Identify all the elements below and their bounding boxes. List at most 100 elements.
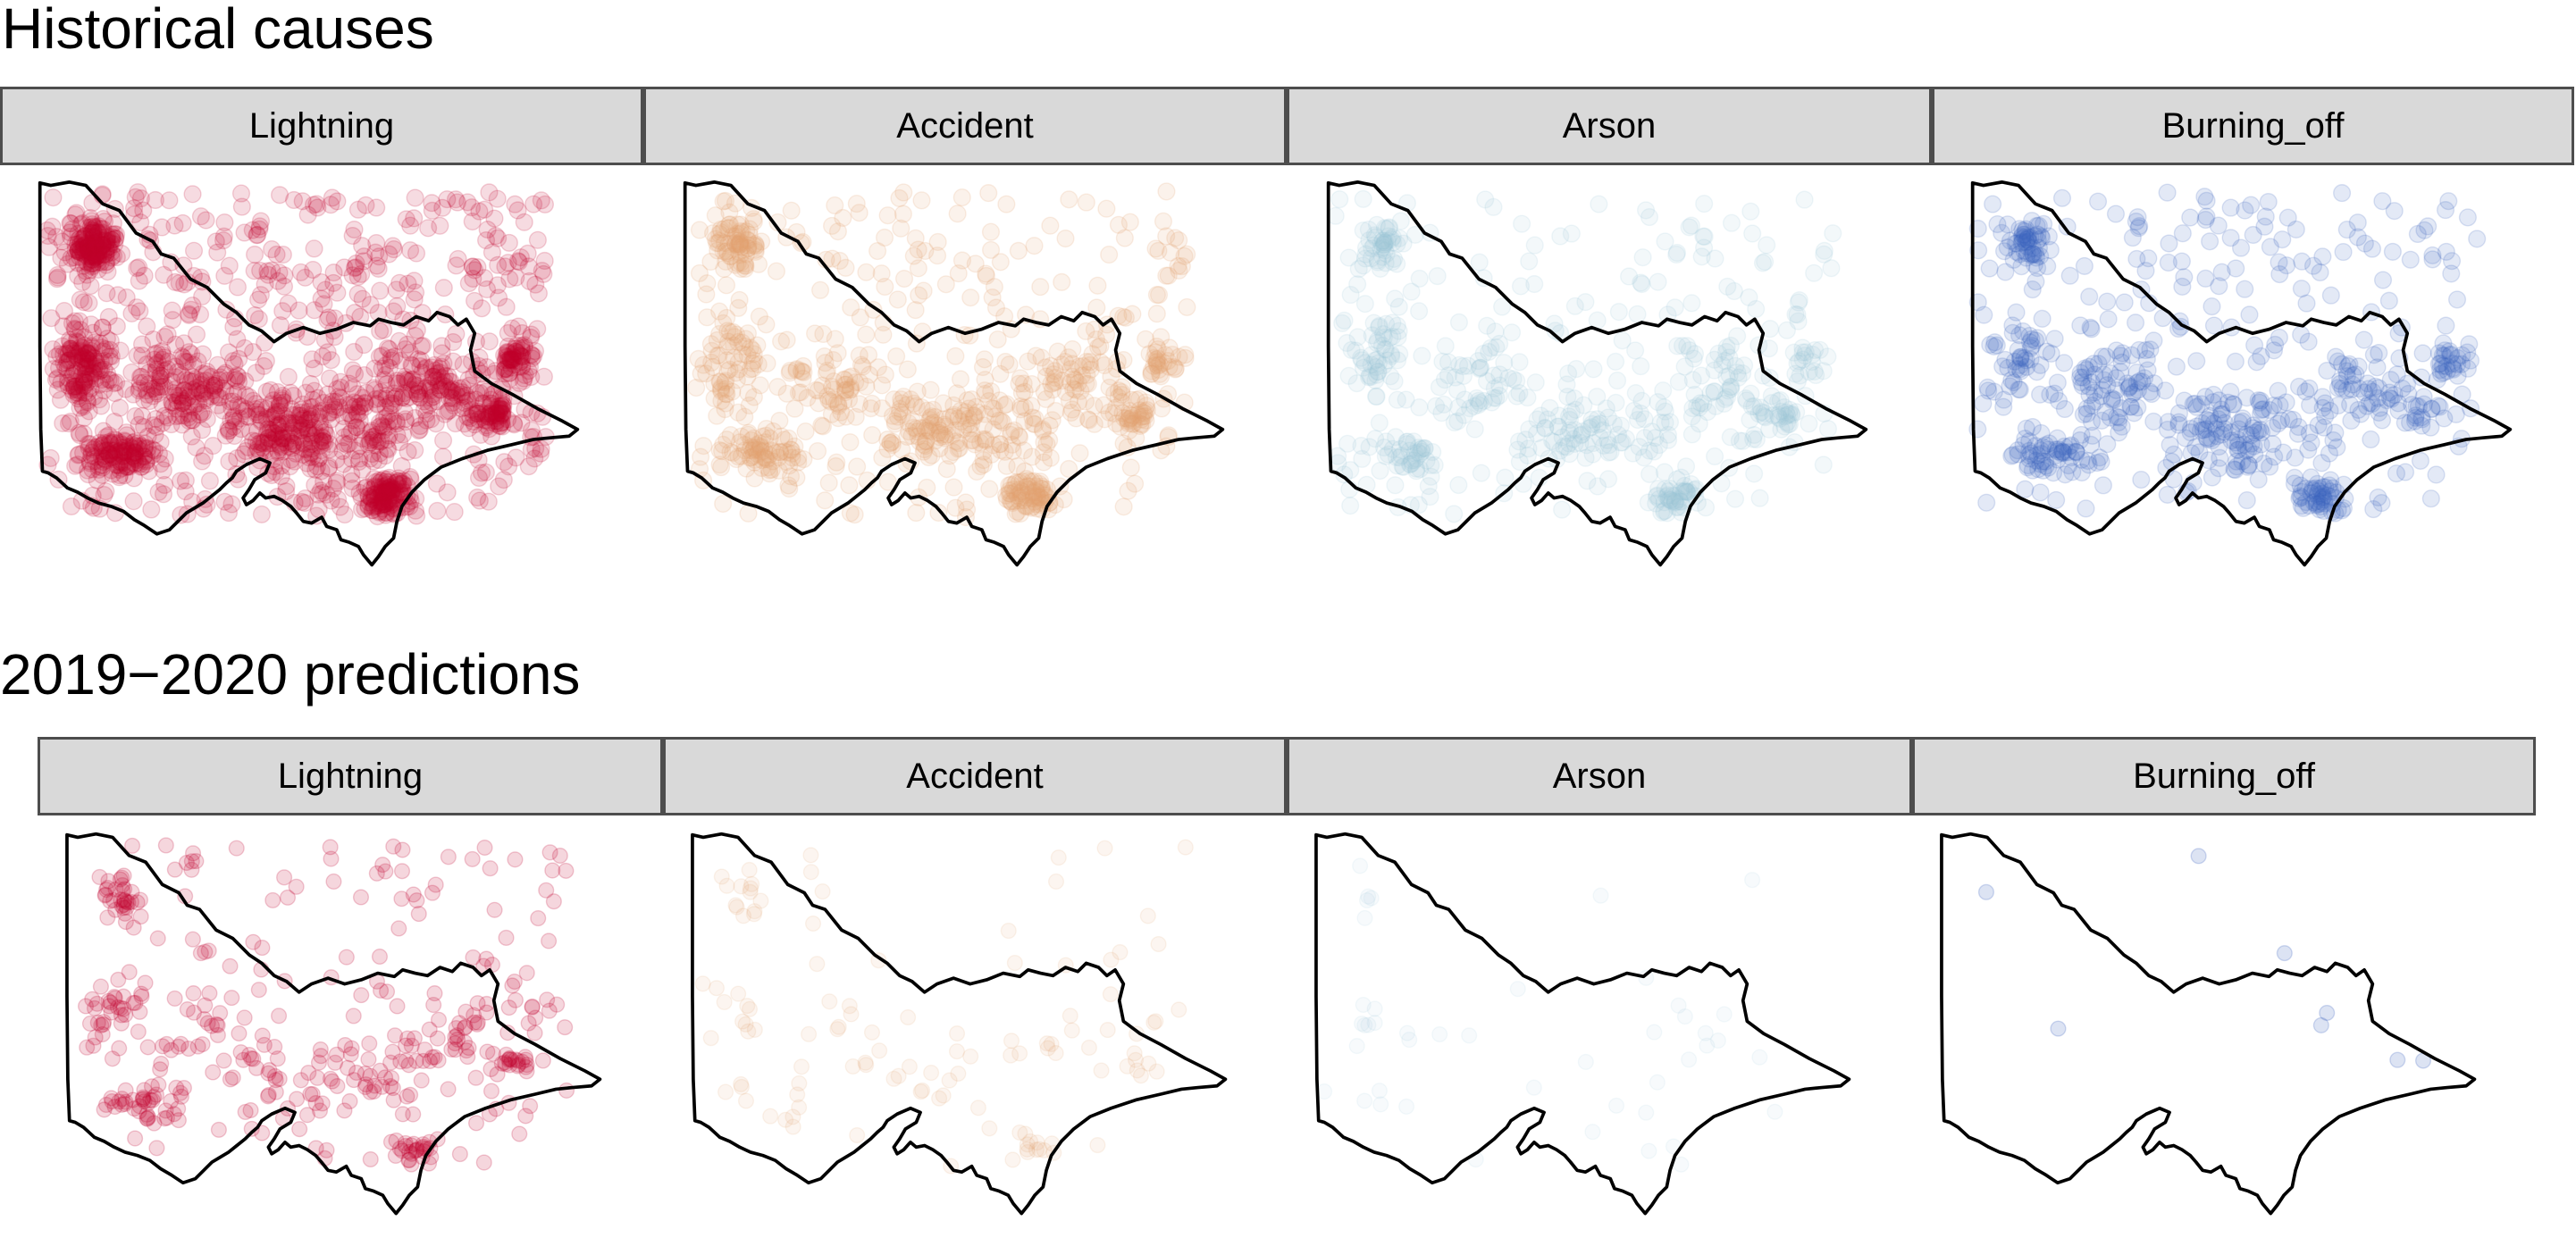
fire-point [481,394,499,413]
fire-point [440,1081,457,1098]
fire-point [78,373,96,392]
fire-point [81,277,100,296]
fire-point [130,437,148,456]
fire-point [522,1098,539,1115]
fire-point [2190,848,2207,865]
fire-point [81,379,100,397]
fire-point [93,236,112,255]
map-predictions-burning-off [1940,832,2477,1216]
fire-point [373,492,392,511]
fire-point [399,494,417,513]
fire-point [479,408,499,427]
fire-point [222,495,241,514]
fire-point [340,374,358,393]
fire-point [316,280,335,299]
map-historical-arson [1326,180,1868,567]
fire-point [2344,366,2362,385]
fire-point [86,248,105,267]
fire-point [372,492,390,512]
fire-point [113,435,132,455]
fire-point [482,394,501,413]
fire-point [384,302,403,321]
fire-point [1147,355,1166,374]
fire-point [86,248,105,267]
fire-point [2115,293,2134,312]
fire-point [480,420,499,439]
fire-point [58,360,77,379]
fire-point [370,414,389,432]
fire-point [2126,314,2145,332]
fire-point [315,433,334,452]
fire-point [159,352,178,371]
fire-point [370,444,390,463]
fire-point [58,351,77,370]
fire-point [528,230,547,249]
fire-point [174,399,193,418]
fire-point [531,444,550,463]
fire-point [127,298,147,317]
fire-point [124,433,143,452]
fire-point [400,388,419,406]
fire-point [1553,500,1572,519]
fire-point [88,224,107,243]
fire-point [372,485,390,504]
fire-point [308,198,327,217]
fire-point [191,207,210,226]
fire-point [923,1065,940,1082]
fire-point [2334,243,2353,262]
fire-point [2077,499,2095,518]
fire-point [67,346,86,364]
fire-point [1560,445,1579,464]
fire-point [88,253,107,272]
fire-point [1096,840,1113,857]
fire-point [1720,366,1739,385]
fire-point [70,312,88,330]
fire-point [105,447,124,466]
fire-point [439,367,457,386]
fire-point [193,384,212,404]
fire-point [492,414,511,432]
fire-point [435,372,454,391]
fire-point [89,457,108,476]
fire-point [1481,339,1500,357]
fire-point [368,483,387,503]
fire-point [85,439,104,457]
fire-point [114,443,133,462]
fire-point [1652,503,1671,522]
fire-point [65,380,84,398]
fire-point [1077,193,1095,212]
fire-point [532,191,550,210]
fire-point [407,1052,424,1069]
fire-point [349,452,368,472]
fire-point [93,339,112,357]
fire-point [1063,339,1082,359]
fire-point [92,371,112,389]
fire-point [1577,1053,1594,1070]
fire-point [187,379,206,397]
fire-point [112,441,130,460]
fire-point [991,253,1010,272]
fire-point [410,906,427,923]
fire-point [273,429,291,447]
fire-point [1150,935,1167,953]
fire-point [73,232,92,252]
fire-point [381,404,399,423]
fire-point [1985,333,2004,352]
fire-point [197,363,216,381]
fire-point [735,435,754,455]
fire-point [52,248,71,267]
fire-point [117,426,136,445]
fire-point [814,883,831,900]
fire-point [106,225,126,244]
fire-point [501,350,520,370]
fire-point [54,414,72,432]
fire-point [130,455,149,473]
fire-point [356,394,374,413]
fire-point [874,325,893,344]
fire-point [780,480,799,498]
fire-point [403,370,422,389]
fire-point [694,975,711,992]
fire-point [85,239,104,258]
fire-point [382,482,401,502]
fire-point [752,451,772,470]
